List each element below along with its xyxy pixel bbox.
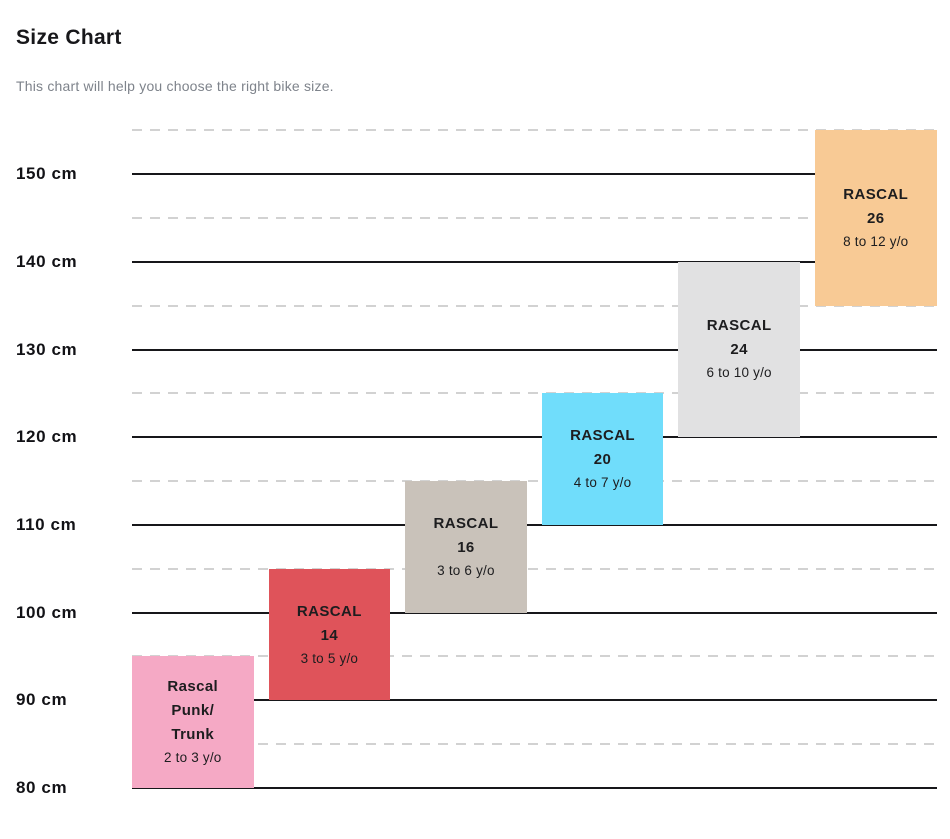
y-axis-label-140cm: 140 cm	[16, 251, 78, 271]
gridline-solid-90cm	[132, 699, 937, 702]
size-box-age-range: 2 to 3 y/o	[163, 750, 222, 766]
gridline-dashed-125cm	[132, 392, 937, 395]
gridline-dashed-95cm	[132, 655, 937, 658]
gridline-solid-100cm	[132, 611, 937, 614]
size-box-title-line: Rascal	[167, 678, 219, 696]
size-box-title-line: 20	[593, 451, 612, 469]
size-box-age-range: 6 to 10 y/o	[706, 365, 772, 381]
size-box-rascal-16: RASCAL 16 3 to 6 y/o	[405, 481, 527, 613]
gridline-solid-130cm	[132, 348, 937, 351]
size-box-rascal-24: RASCAL 24 6 to 10 y/o	[678, 261, 800, 438]
size-box-title-line: 24	[730, 341, 748, 359]
size-box-title-line: Trunk	[171, 726, 215, 744]
gridline-solid-120cm	[132, 436, 937, 439]
size-box-rascal-14: RASCAL 14 3 to 5 y/o	[268, 568, 391, 701]
gridline-dashed-105cm	[132, 567, 937, 570]
y-axis-label-80cm: 80 cm	[16, 778, 68, 797]
gridline-dashed-115cm	[132, 480, 937, 483]
gridline-solid-140cm	[132, 260, 937, 263]
size-box-rascal-20: RASCAL 20 4 to 7 y/o	[541, 393, 664, 525]
size-box-title-line: RASCAL	[433, 514, 499, 532]
size-box-age-range: 8 to 12 y/o	[843, 233, 909, 249]
size-box-title-line: RASCAL	[570, 427, 635, 445]
page-title: Size Chart	[16, 26, 122, 50]
size-box-rascal-26: RASCAL 26 8 to 12 y/o	[815, 130, 937, 306]
gridline-dashed-85cm	[132, 743, 937, 746]
gridline-solid-110cm	[132, 523, 937, 526]
y-axis-label-130cm: 130 cm	[16, 339, 78, 359]
gridline-dashed-135cm	[132, 304, 937, 307]
size-box-title-line: RASCAL	[706, 317, 772, 335]
size-box-title-line: 14	[320, 626, 339, 644]
y-axis-label-150cm: 150 cm	[16, 164, 78, 184]
gridline-solid-150cm	[132, 173, 937, 176]
gridline-dashed-155cm	[132, 129, 937, 132]
y-axis-label-120cm: 120 cm	[16, 427, 78, 447]
y-axis-label-110cm: 110 cm	[16, 514, 77, 534]
size-box-title-line: Punk/	[171, 702, 215, 720]
page-subtitle: This chart will help you choose the righ…	[16, 78, 334, 94]
size-box-age-range: 4 to 7 y/o	[573, 475, 632, 491]
size-box-age-range: 3 to 6 y/o	[437, 562, 495, 578]
y-axis-label-100cm: 100 cm	[16, 602, 78, 622]
size-box-title-line: 16	[457, 538, 475, 556]
size-box-title-line: RASCAL	[843, 185, 909, 203]
size-box-title-line: RASCAL	[296, 602, 362, 620]
size-box-age-range: 3 to 5 y/o	[300, 650, 359, 666]
gridline-solid-80cm	[132, 787, 937, 789]
gridline-dashed-145cm	[132, 216, 937, 219]
size-box-rascal-punk-trunk: Rascal Punk/Trunk 2 to 3 y/o	[132, 656, 254, 788]
y-axis-label-90cm: 90 cm	[16, 690, 68, 710]
size-box-title-line: 26	[867, 209, 885, 227]
